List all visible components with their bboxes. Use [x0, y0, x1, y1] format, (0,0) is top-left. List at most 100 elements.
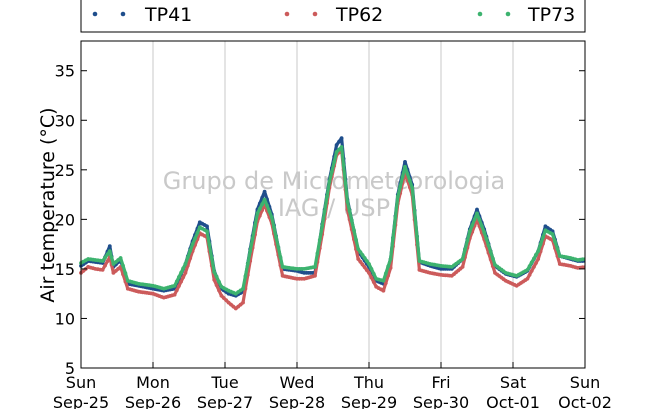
- point-TP73-221: [580, 257, 585, 262]
- point-TP73-171: [467, 229, 472, 234]
- legend-marker-TP62-b: [312, 11, 318, 17]
- point-TP41-114: [339, 136, 344, 141]
- point-TP73-129: [371, 272, 376, 276]
- point-TP73-135: [386, 264, 391, 269]
- point-TP73-107: [322, 209, 327, 214]
- point-TP62-125: [362, 265, 367, 270]
- y-tick-label-30: 30: [55, 111, 75, 130]
- point-TP73-60: [214, 274, 219, 279]
- point-TP62-71: [241, 300, 245, 305]
- point-TP62-64: [224, 298, 229, 303]
- point-TP73-202: [536, 249, 541, 254]
- point-TP73-9: [100, 259, 105, 263]
- point-TP73-142: [403, 164, 407, 169]
- point-TP41-80: [262, 189, 267, 194]
- point-TP73-201: [534, 252, 538, 257]
- point-TP62-62: [219, 293, 224, 298]
- point-TP62-221: [580, 265, 585, 270]
- point-TP62-197: [525, 276, 530, 281]
- point-TP73-174: [475, 211, 479, 216]
- point-TP73-117: [345, 199, 350, 204]
- point-TP73-12: [107, 249, 112, 254]
- legend-item-TP62[interactable]: TP62: [284, 4, 384, 26]
- point-TP62-128: [369, 275, 374, 280]
- point-TP73-138: [393, 215, 398, 220]
- point-TP62-202: [536, 257, 541, 261]
- point-TP73-10: [103, 255, 107, 260]
- point-TP73-208: [550, 232, 555, 237]
- point-TP73-145: [410, 185, 415, 190]
- point-TP73-115: [341, 163, 346, 168]
- point-TP73-200: [532, 256, 536, 261]
- y-tick-label-35: 35: [55, 62, 75, 81]
- point-TP62-122: [356, 257, 361, 261]
- x-tick-label-date-2: Sep-27: [197, 393, 253, 409]
- point-TP73-18: [121, 263, 125, 268]
- point-TP62-47: [183, 271, 188, 275]
- legend[interactable]: TP41 TP62 TP73: [80, 0, 586, 33]
- point-TP62-61: [217, 288, 221, 293]
- point-TP62-201: [534, 261, 538, 265]
- point-TP73-51: [193, 236, 197, 241]
- point-TP73-133: [381, 278, 386, 283]
- point-TP73-56: [205, 229, 209, 234]
- point-TP62-59: [212, 277, 217, 282]
- point-TP62-11: [105, 259, 110, 264]
- point-TP73-42: [172, 283, 177, 288]
- point-TP41-113: [337, 139, 341, 144]
- point-TP73-143: [405, 171, 410, 176]
- point-TP73-109: [327, 179, 332, 184]
- watermark-line-2: IAG / USP: [278, 194, 390, 222]
- point-TP73-146: [412, 210, 417, 215]
- x-tick-label-day-2: Tue: [210, 373, 238, 392]
- legend-label-TP41: TP41: [144, 4, 192, 26]
- point-TP73-204: [541, 235, 545, 240]
- point-TP73-203: [538, 242, 543, 247]
- point-TP73-17: [118, 256, 123, 260]
- point-TP73-52: [195, 231, 200, 235]
- point-TP62-133: [381, 288, 386, 293]
- point-TP73-178: [484, 236, 489, 241]
- point-TP73-177: [482, 230, 487, 235]
- point-TP73-79: [260, 202, 265, 207]
- point-TP73-44: [177, 275, 181, 279]
- point-TP73-19: [123, 271, 128, 276]
- point-TP73-126: [364, 259, 369, 263]
- y-tick-label-5: 5: [65, 359, 75, 378]
- point-TP73-46: [181, 266, 186, 271]
- series-TP73: [79, 145, 586, 296]
- point-TP62-199: [529, 269, 534, 273]
- point-TP73-77: [255, 211, 260, 216]
- point-TP62-45: [179, 279, 184, 284]
- point-TP62-124: [360, 262, 365, 267]
- point-TP62-129: [371, 280, 376, 284]
- x-tick-label-day-6: Sat: [500, 373, 526, 392]
- legend-item-TP41[interactable]: TP41: [92, 4, 193, 26]
- point-TP73-128: [369, 267, 374, 271]
- point-TP73-118: [347, 209, 352, 213]
- point-TP73-176: [479, 224, 484, 228]
- point-TP73-116: [343, 181, 348, 186]
- point-TP73-169: [463, 247, 467, 252]
- point-TP73-121: [354, 237, 358, 242]
- point-TP73-139: [395, 194, 400, 199]
- point-TP62-42: [172, 292, 177, 297]
- x-tick-label-day-0: Sun: [66, 373, 96, 392]
- x-axis: SunSep-25MonSep-26TueSep-27WedSep-28ThuS…: [53, 362, 612, 409]
- point-TP73-197: [525, 268, 530, 272]
- y-tick-label-20: 20: [55, 210, 75, 229]
- legend-item-TP73[interactable]: TP73: [477, 4, 576, 26]
- point-TP73-59: [212, 270, 217, 274]
- y-tick-label-10: 10: [55, 309, 75, 328]
- legend-marker-TP73-b: [505, 11, 511, 17]
- x-tick-label-day-5: Fri: [431, 373, 450, 392]
- point-TP73-58: [209, 256, 214, 261]
- plot-area: [81, 41, 585, 368]
- point-TP73-86: [276, 245, 281, 250]
- point-TP62-9: [100, 268, 105, 272]
- x-tick-label-day-3: Wed: [280, 373, 315, 392]
- legend-marker-TP62-a: [284, 11, 290, 17]
- point-TP73-78: [257, 206, 262, 211]
- point-TP73-137: [391, 236, 395, 241]
